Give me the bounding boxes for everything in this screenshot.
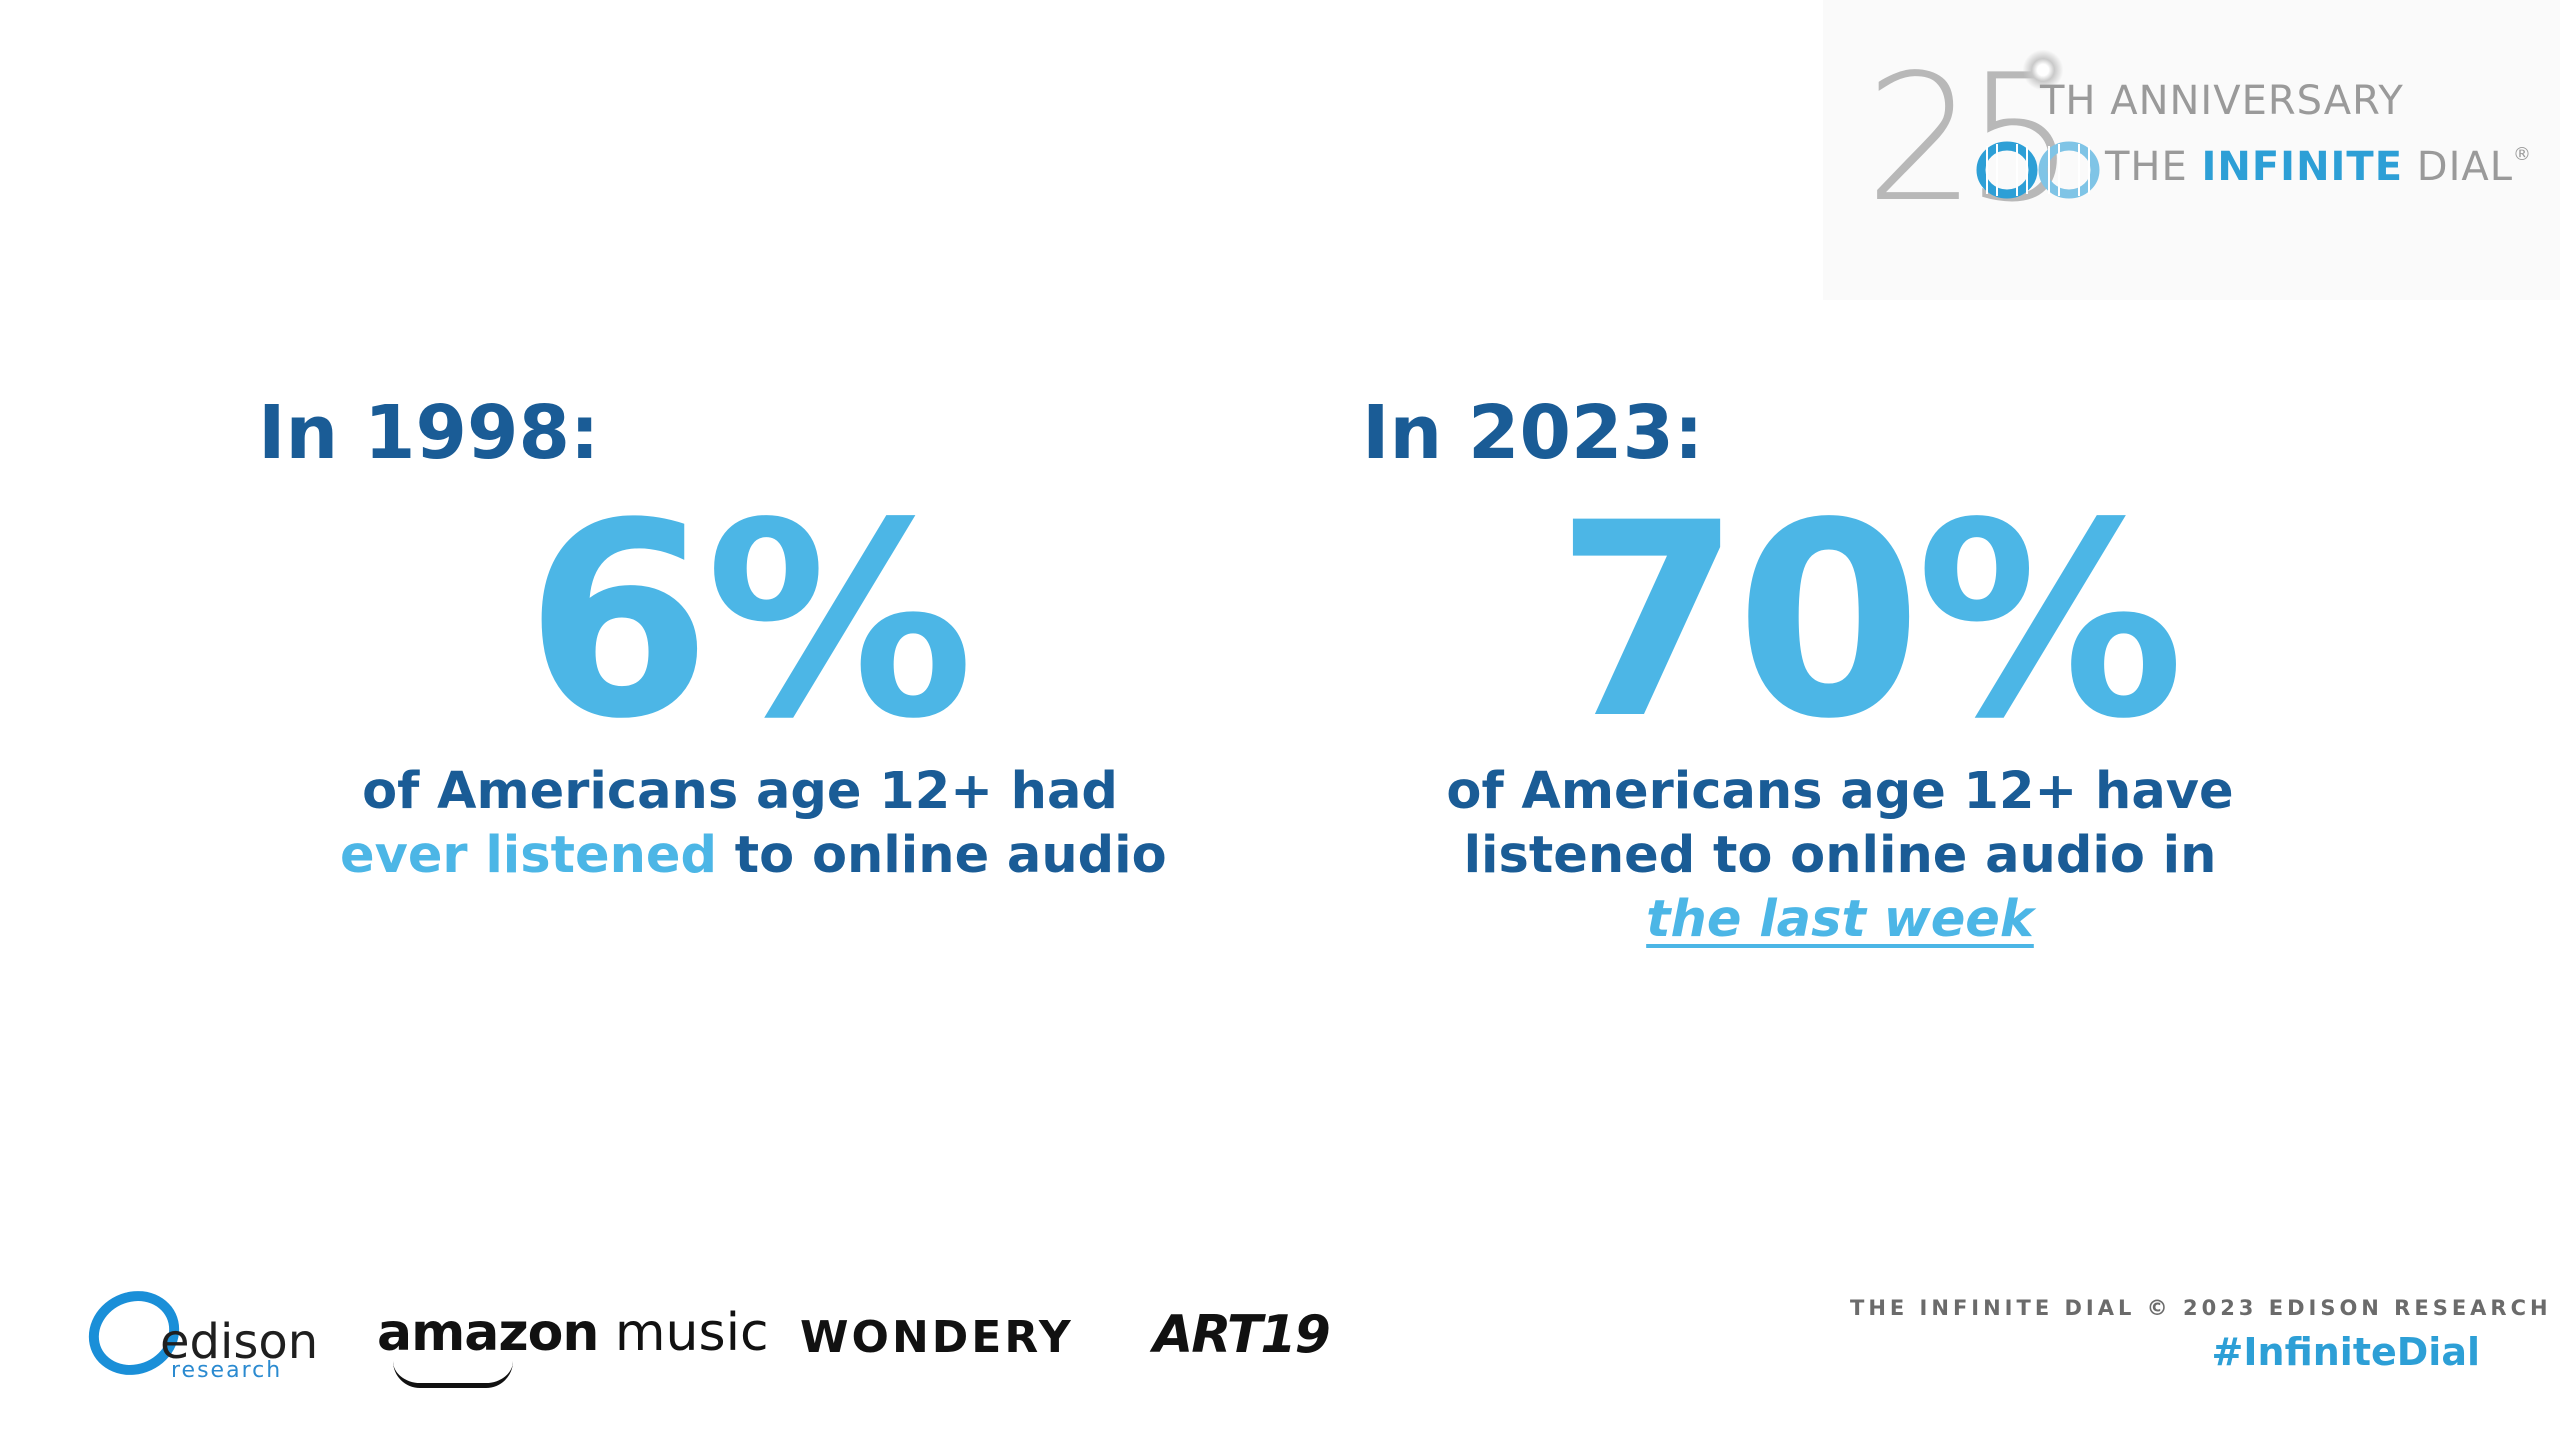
art19-logo: ART19 [1153, 1305, 1331, 1365]
sparkle-icon [2023, 50, 2063, 90]
hashtag-text: #InfiniteDial [2211, 1330, 2480, 1374]
right-desc-line-1: of Americans age 12+ have [1446, 762, 2234, 821]
right-year-heading: In 2023: [1362, 390, 1704, 476]
copyright-text: THE INFINITE DIAL © 2023 EDISON RESEARCH [1850, 1296, 2552, 1320]
edison-logo-word: edison [160, 1314, 319, 1370]
right-desc-line-2: listened to online audio in [1463, 826, 2217, 885]
wondery-logo: WONDERY [800, 1312, 1074, 1363]
badge-numeral-2: 2 [1865, 38, 1977, 241]
badge-dial-prefix: THE [2105, 144, 2202, 190]
left-stat-value: 6% [525, 466, 974, 778]
left-desc-line-1: of Americans age 12+ had [362, 762, 1118, 821]
right-stat-value: 70% [1555, 466, 2184, 778]
infinity-logo-icon [1976, 141, 2100, 199]
left-desc-line-2-rest: to online audio [717, 826, 1167, 885]
left-description: of Americans age 12+ had ever listened t… [340, 760, 1167, 888]
left-year-heading: In 1998: [258, 390, 600, 476]
badge-anniversary-text: TH ANNIVERSARY [2040, 78, 2404, 124]
amazon-smile-icon [393, 1361, 513, 1388]
badge-infinite-dial-text: THE INFINITE DIAL® [2105, 144, 2532, 190]
anniversary-badge: 2 5 TH ANNIVERSARY THE INFINITE DIAL® [1823, 0, 2560, 300]
amazon-logo-word: amazon [377, 1303, 599, 1363]
badge-dial-suffix: DIAL [2403, 144, 2514, 190]
left-desc-line-2: ever listened to online audio [340, 824, 1167, 888]
left-desc-highlight: ever listened [340, 826, 718, 885]
edison-logo-sub: research [171, 1358, 283, 1383]
right-description: of Americans age 12+ have listened to on… [1440, 760, 2240, 952]
right-desc-highlight: the last week [1646, 890, 2034, 949]
badge-dial-brand: INFINITE [2201, 144, 2404, 190]
amazon-logo-music: music [598, 1303, 769, 1363]
amazon-music-logo: amazon music [377, 1303, 769, 1388]
edison-research-logo: edison research [70, 1270, 318, 1400]
registered-mark: ® [2513, 144, 2533, 165]
